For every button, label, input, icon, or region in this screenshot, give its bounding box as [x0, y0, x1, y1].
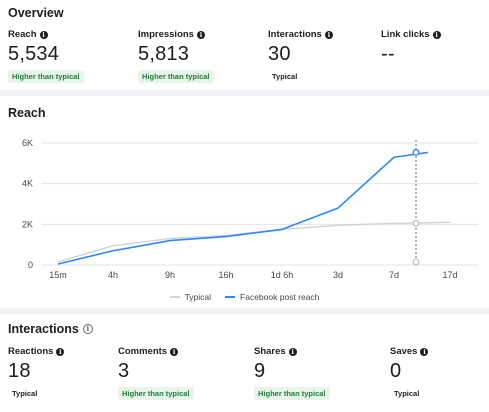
overview-section: Overview Reach i 5,534 Higher than typica…	[0, 0, 489, 90]
series-line-post-reach	[57, 151, 429, 265]
metric-reactions: Reactions i 18 Typical	[8, 346, 65, 401]
metric-label: Comments	[118, 346, 168, 357]
interactions-title: Interactions i	[8, 322, 93, 336]
metric-value: --	[381, 43, 395, 65]
legend-label: Typical	[184, 292, 212, 302]
metric-impressions: Impressions i 5,813 Higher than typical	[138, 29, 214, 84]
metric-label: Reach	[8, 29, 37, 40]
interactions-title-text: Interactions	[8, 322, 79, 336]
interactions-section: Interactions i Reactions i 18 Typical Comm…	[0, 314, 489, 412]
x-tick-label: 1d 6h	[271, 270, 294, 280]
x-tick-label: 3d	[333, 270, 343, 280]
reach-title: Reach	[8, 106, 46, 120]
info-icon[interactable]: i	[288, 347, 297, 356]
info-icon[interactable]: i	[56, 347, 65, 356]
metric-shares: Shares i 9 Higher than typical	[254, 346, 330, 401]
x-tick-label: 16h	[218, 270, 233, 280]
legend-swatch-post-reach	[225, 296, 236, 298]
status-badge: Higher than typical	[118, 387, 194, 400]
info-icon[interactable]: i	[170, 347, 179, 356]
metric-value: 5,813	[138, 43, 190, 65]
metric-value: 3	[118, 360, 130, 382]
metric-label: Link clicks	[381, 29, 430, 40]
metric-label: Reactions	[8, 346, 54, 357]
reach-chart: 0 2K 4K 6K 15m 4h 9h 16h 1d 6h 3d 7d 17d	[22, 138, 478, 280]
y-tick-label: 2K	[22, 219, 33, 229]
x-tick-label: 17d	[442, 270, 457, 280]
metric-comments: Comments i 3 Higher than typical	[118, 346, 194, 401]
status-badge: Higher than typical	[254, 387, 330, 400]
metric-reach: Reach i 5,534 Higher than typical	[8, 29, 84, 84]
hover-marker-point	[412, 219, 420, 227]
info-icon[interactable]: i	[82, 324, 93, 334]
chart-legend: Typical Facebook post reach	[0, 292, 489, 302]
metric-value: 30	[268, 43, 291, 65]
y-tick-label: 6K	[22, 138, 33, 148]
x-tick-label: 7d	[389, 270, 399, 280]
legend-label: Facebook post reach	[240, 292, 320, 302]
x-tick-label: 4h	[108, 270, 118, 280]
y-tick-label: 0	[28, 260, 33, 270]
info-icon[interactable]: i	[420, 347, 429, 356]
x-tick-label: 15m	[49, 270, 67, 280]
metric-value: 18	[8, 360, 31, 382]
status-badge: Typical	[394, 389, 420, 398]
reach-section: Reach 0 2K 4K 6K 15m 4h 9h 16h 1d 6h 3d 7d 17d Typi…	[0, 96, 489, 308]
metric-saves: Saves i 0 Typical	[390, 346, 429, 401]
legend-item-post-reach[interactable]: Facebook post reach	[225, 292, 319, 302]
x-tick-label: 9h	[165, 270, 175, 280]
hover-marker-point	[412, 258, 420, 266]
metric-label: Saves	[390, 346, 418, 357]
overview-title: Overview	[8, 6, 64, 20]
metric-value: 5,534	[8, 43, 60, 65]
metric-value: 0	[390, 360, 402, 382]
y-tick-label: 4K	[22, 179, 33, 189]
info-icon[interactable]: i	[39, 30, 48, 39]
metric-value: 9	[254, 360, 266, 382]
series-line-typical	[57, 221, 451, 263]
status-badge: Typical	[12, 389, 38, 398]
legend-item-typical[interactable]: Typical	[169, 292, 212, 302]
info-icon[interactable]: i	[196, 30, 205, 39]
metric-label: Shares	[254, 346, 286, 357]
hover-marker-point	[412, 149, 420, 156]
legend-swatch-typical	[169, 296, 180, 298]
metric-interactions: Interactions i 30 Typical	[268, 29, 333, 84]
info-icon[interactable]: i	[324, 30, 333, 39]
metric-label: Interactions	[268, 29, 322, 40]
metric-label: Impressions	[138, 29, 194, 40]
status-badge: Higher than typical	[8, 70, 84, 83]
info-icon[interactable]: i	[432, 30, 441, 39]
status-badge: Higher than typical	[138, 70, 214, 83]
status-badge: Typical	[272, 72, 298, 81]
metric-link-clicks: Link clicks i --	[381, 29, 441, 66]
